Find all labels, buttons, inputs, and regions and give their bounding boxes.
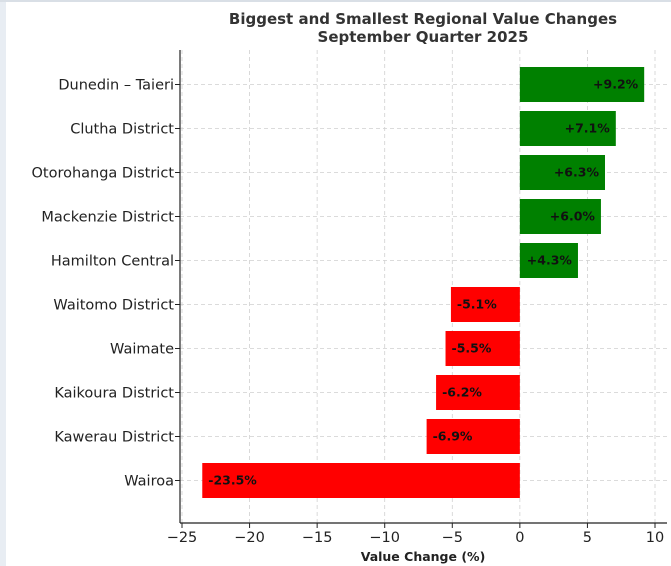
bar	[450, 287, 520, 322]
category-label: Kaikoura District	[54, 386, 174, 402]
bar	[519, 155, 605, 190]
bar	[445, 331, 520, 366]
category-label: Mackenzie District	[41, 210, 174, 226]
category-label: Kawerau District	[54, 430, 174, 446]
data-label: -6.9%	[433, 429, 473, 444]
x-tick-label: −20	[234, 530, 265, 546]
data-label: -5.5%	[452, 341, 492, 356]
x-tick-label: −5	[442, 530, 463, 546]
bar	[202, 463, 520, 498]
category-label: Dunedin – Taieri	[58, 78, 174, 94]
category-labels: Dunedin – Taieri Clutha District Otorohang…	[31, 78, 174, 490]
x-tick-label: −10	[369, 530, 400, 546]
category-label: Waitomo District	[53, 298, 174, 314]
bar	[426, 419, 520, 454]
category-label: Clutha District	[70, 122, 174, 138]
data-label: +7.1%	[565, 121, 611, 136]
x-axis-label: Value Change (%)	[361, 549, 486, 564]
data-label: +4.3%	[527, 253, 573, 268]
x-tick-label: 5	[583, 530, 592, 546]
data-label: -5.1%	[457, 297, 497, 312]
data-label: -6.2%	[442, 385, 482, 400]
data-labels: +9.2% +7.1% +6.3% +6.0% +4.3% -5.1% -5.5% -6.2%…	[208, 77, 638, 488]
category-label: Otorohanga District	[31, 166, 174, 182]
data-label: -23.5%	[208, 473, 257, 488]
x-tick-label: −25	[167, 530, 198, 546]
axes-group	[175, 50, 667, 528]
chart-subtitle: September Quarter 2025	[318, 28, 529, 46]
x-tick-labels: −25 −20 −15 −10 −5 0 5 10	[167, 530, 665, 546]
x-tick-label: −15	[302, 530, 333, 546]
bar	[519, 243, 578, 278]
bars-group	[202, 67, 645, 498]
window-top-edge	[0, 0, 671, 2]
window-left-edge	[0, 0, 6, 566]
chart-title: Biggest and Smallest Regional Value Chan…	[229, 10, 617, 28]
category-label: Wairoa	[124, 474, 174, 490]
x-tick-label: 10	[646, 530, 664, 546]
bar	[519, 67, 645, 102]
x-tick-label: 0	[515, 530, 524, 546]
category-label: Waimate	[110, 342, 174, 358]
bar	[519, 111, 616, 146]
data-label: +6.0%	[550, 209, 596, 224]
data-label: +9.2%	[593, 77, 639, 92]
data-label: +6.3%	[554, 165, 600, 180]
bar	[519, 199, 601, 234]
bar	[436, 375, 520, 410]
category-label: Hamilton Central	[51, 254, 174, 270]
